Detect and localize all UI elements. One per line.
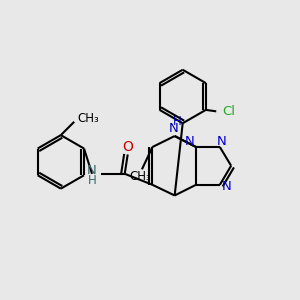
Text: N: N (217, 135, 226, 148)
Text: CH₃: CH₃ (77, 112, 99, 125)
Text: O: O (122, 140, 133, 154)
Text: N: N (87, 164, 97, 177)
Text: N: N (168, 122, 178, 135)
Text: Cl: Cl (222, 105, 235, 118)
Text: H: H (173, 115, 182, 128)
Text: H: H (88, 174, 96, 187)
Text: N: N (185, 135, 194, 148)
Text: N: N (221, 180, 231, 193)
Text: CH₃: CH₃ (130, 170, 152, 183)
